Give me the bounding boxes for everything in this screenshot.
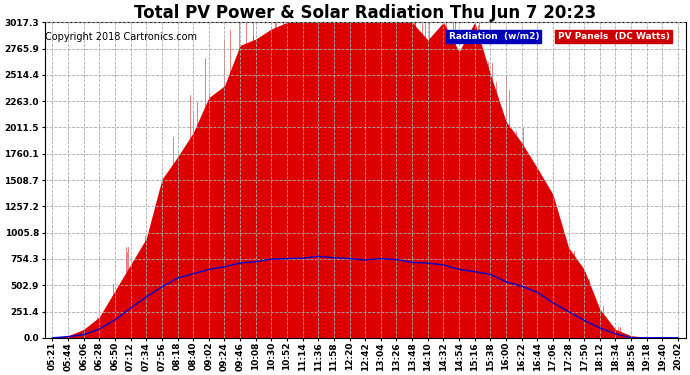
Text: Radiation  (w/m2): Radiation (w/m2) <box>448 32 539 41</box>
Text: PV Panels  (DC Watts): PV Panels (DC Watts) <box>558 32 669 41</box>
Title: Total PV Power & Solar Radiation Thu Jun 7 20:23: Total PV Power & Solar Radiation Thu Jun… <box>134 4 596 22</box>
Text: Copyright 2018 Cartronics.com: Copyright 2018 Cartronics.com <box>46 32 197 42</box>
